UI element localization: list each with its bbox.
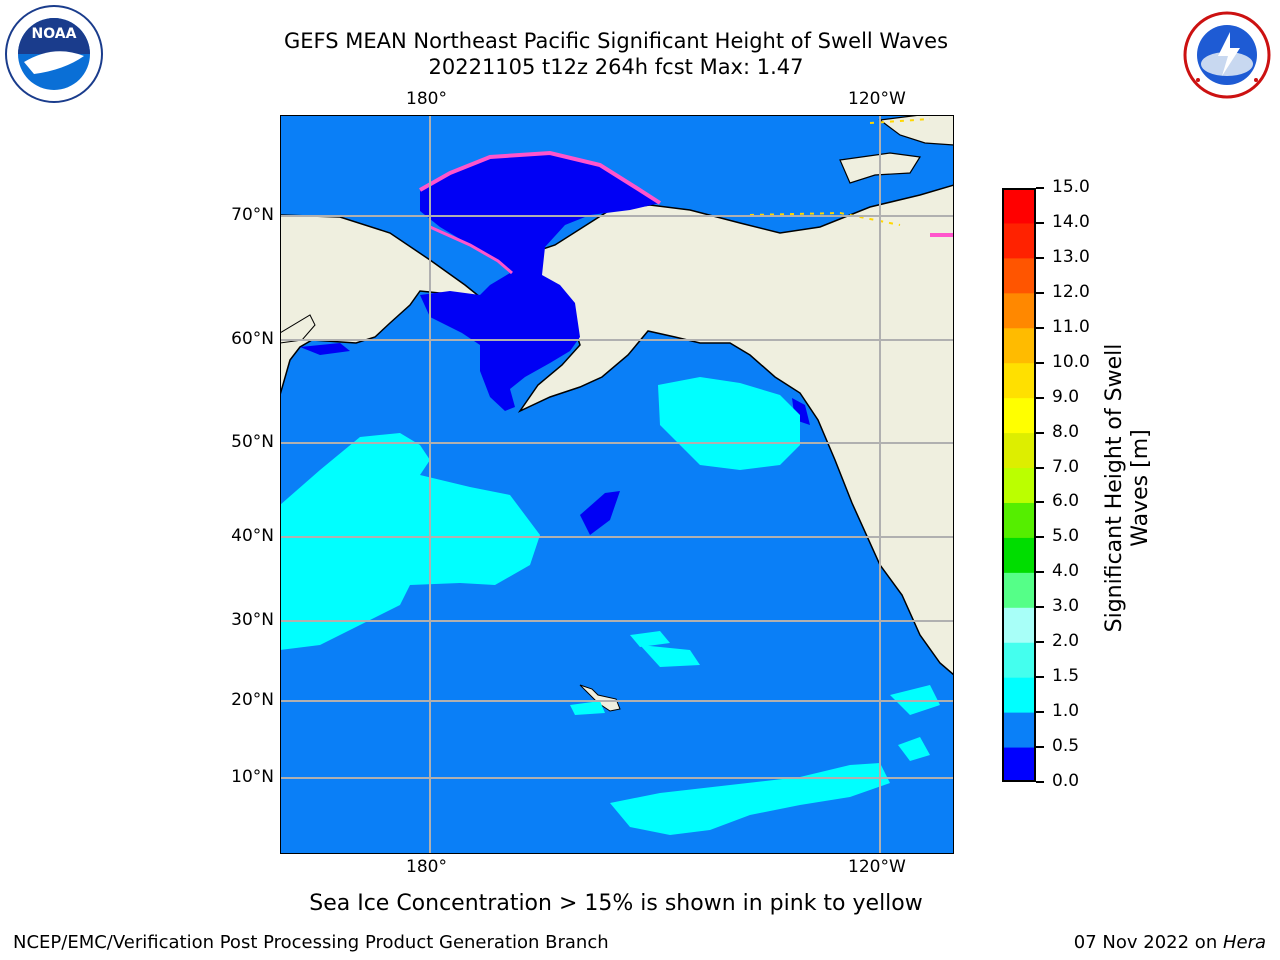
colorbar-segment: [1002, 502, 1036, 538]
colorbar-tick-mark: [1036, 361, 1044, 364]
colorbar-segment: [1002, 712, 1036, 748]
colorbar-segment: [1002, 677, 1036, 713]
colorbar-tick-label: 0.5: [1052, 736, 1080, 757]
lat-label-70n: 70°N: [231, 205, 274, 225]
colorbar-tick-mark: [1036, 641, 1044, 644]
svg-text:NOAA: NOAA: [32, 26, 77, 42]
colorbar-tick-mark: [1036, 536, 1044, 539]
colorbar-tick-mark: [1036, 256, 1044, 259]
colorbar-tick-label: 11.0: [1052, 316, 1090, 337]
lat-label-40n: 40°N: [231, 526, 274, 546]
colorbar-tick-mark: [1036, 606, 1044, 609]
colorbar-tick-mark: [1036, 501, 1044, 504]
lon-label-bottom-120w: 120°W: [848, 857, 906, 877]
colorbar-tick-label: 14.0: [1052, 211, 1090, 232]
colorbar-segment: [1002, 537, 1036, 573]
colorbar-tick-label: 4.0: [1052, 561, 1080, 582]
colorbar-segment: [1002, 362, 1036, 399]
colorbar-tick-label: 3.0: [1052, 596, 1080, 617]
colorbar-tick-label: 12.0: [1052, 281, 1090, 302]
colorbar-tick-label: 0.0: [1052, 771, 1080, 791]
lat-label-30n: 30°N: [231, 610, 274, 630]
graticule: [280, 115, 954, 854]
colorbar-tick-mark: [1036, 221, 1044, 224]
colorbar-tick-label: 13.0: [1052, 246, 1090, 267]
chart-subtitle: 20221105 t12z 264h fcst Max: 1.47: [428, 55, 804, 79]
colorbar-segment: [1002, 257, 1036, 294]
colorbar-segment: [1002, 432, 1036, 469]
colorbar-segment: [1002, 642, 1036, 678]
colorbar-tick-mark: [1036, 466, 1044, 469]
colorbar-tick-label: 15.0: [1052, 177, 1090, 197]
land-north-america: [517, 184, 954, 676]
footer-right: 07 Nov 2022 on Hera: [1074, 932, 1266, 953]
noaa-logo: NOAA: [5, 5, 103, 103]
colorbar-tick-label: 9.0: [1052, 386, 1080, 407]
colorbar-tick-mark: [1036, 326, 1044, 329]
colorbar-tick-label: 1.0: [1052, 701, 1080, 722]
lon-label-top-120w: 120°W: [848, 89, 906, 109]
footer-left: NCEP/EMC/Verification Post Processing Pr…: [13, 932, 609, 953]
colorbar-tick-mark: [1036, 571, 1044, 574]
colorbar-tick-mark: [1036, 746, 1044, 749]
colorbar-title: Significant Height of Swell Waves [m]: [1102, 338, 1154, 638]
map-panel: [280, 115, 954, 854]
colorbar-tick-mark: [1036, 711, 1044, 714]
colorbar-segment: [1002, 222, 1036, 259]
colorbar-tick-label: 2.0: [1052, 631, 1080, 652]
colorbar-tick-mark: [1036, 291, 1044, 294]
lat-label-10n: 10°N: [231, 767, 274, 787]
colorbar-segment: [1002, 747, 1036, 782]
colorbar-title-line2: Waves [m]: [1128, 429, 1153, 547]
colorbar-tick-mark: [1036, 676, 1044, 679]
colorbar-tick-label: 10.0: [1052, 351, 1090, 372]
colorbar-tick-mark: [1036, 781, 1044, 783]
colorbar-segment: [1002, 572, 1036, 608]
colorbar-segment: [1002, 607, 1036, 643]
colorbar-tick-mark: [1036, 431, 1044, 434]
footer-machine: Hera: [1222, 932, 1266, 953]
colorbar-tick-label: 5.0: [1052, 526, 1080, 547]
colorbar-tick-label: 8.0: [1052, 421, 1080, 442]
chart-title: GEFS MEAN Northeast Pacific Significant …: [283, 29, 949, 53]
colorbar-tick-label: 1.5: [1052, 666, 1080, 687]
swell-high-south: [610, 763, 890, 835]
colorbar-segment: [1002, 397, 1036, 434]
footer-date: 07 Nov 2022 on: [1073, 932, 1223, 953]
colorbar-title-line1: Significant Height of Swell: [1102, 343, 1127, 633]
colorbar-segment: [1002, 327, 1036, 364]
colorbar-tick-label: 6.0: [1052, 491, 1080, 512]
colorbar-tick-label: 7.0: [1052, 456, 1080, 477]
nws-logo: [1183, 11, 1271, 99]
lon-label-top-180: 180°: [406, 89, 447, 109]
lat-label-20n: 20°N: [231, 690, 274, 710]
colorbar: [1002, 188, 1036, 782]
colorbar-segment: [1002, 188, 1036, 224]
swell-high-gulf: [658, 377, 800, 470]
colorbar-segment: [1002, 292, 1036, 329]
lon-label-bottom-180: 180°: [406, 857, 447, 877]
swell-high-west: [280, 433, 540, 650]
lat-label-50n: 50°N: [231, 432, 274, 452]
low-swell-arctic: [420, 153, 660, 411]
colorbar-tick-mark: [1036, 396, 1044, 399]
colorbar-segment: [1002, 467, 1036, 503]
lat-label-60n: 60°N: [231, 329, 274, 349]
colorbar-tick-mark: [1036, 187, 1044, 189]
sea-ice-note: Sea Ice Concentration > 15% is shown in …: [309, 891, 923, 916]
